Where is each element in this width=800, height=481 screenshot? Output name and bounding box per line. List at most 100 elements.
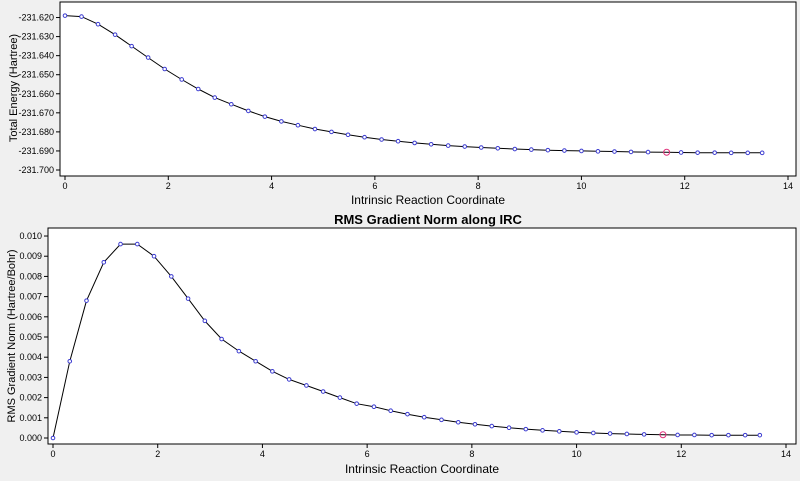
energy-x-tick-label: 8 xyxy=(476,181,481,191)
gradient-data-point xyxy=(202,318,208,324)
energy-data-point xyxy=(428,141,434,147)
energy-data-point xyxy=(478,145,484,150)
energy-data-point xyxy=(179,77,185,82)
gradient-y-tick-label: 0.008 xyxy=(19,271,42,281)
gradient-x-axis-label: Intrinsic Reaction Coordinate xyxy=(345,462,499,476)
gradient-data-point xyxy=(84,298,89,303)
energy-x-axis-label: Intrinsic Reaction Coordinate xyxy=(351,193,505,207)
gradient-data-point xyxy=(506,425,512,430)
gradient-data-point xyxy=(421,414,427,420)
energy-data-point xyxy=(112,32,118,37)
energy-data-point xyxy=(362,134,367,140)
energy-data-point xyxy=(279,119,284,124)
energy-data-point xyxy=(329,129,334,135)
energy-plot-frame xyxy=(59,1,797,177)
energy-data-point xyxy=(745,150,751,156)
energy-data-point xyxy=(312,126,318,132)
energy-data-point xyxy=(678,150,684,155)
gradient-y-tick-label: 0.006 xyxy=(19,312,42,322)
gradient-y-tick-label: 0.007 xyxy=(19,292,42,302)
energy-data-point xyxy=(445,143,451,148)
energy-data-point xyxy=(759,150,765,156)
gradient-x-tick-label: 14 xyxy=(781,449,791,459)
gradient-data-point xyxy=(337,395,343,400)
gradient-data-point xyxy=(286,377,292,382)
energy-data-point xyxy=(495,145,501,151)
energy-data-point xyxy=(395,138,401,144)
energy-x-tick-label: 6 xyxy=(372,181,377,191)
gradient-y-tick-label: 0.001 xyxy=(19,413,42,423)
energy-x-tick-label: 2 xyxy=(166,181,171,191)
energy-highlight-point xyxy=(663,148,671,156)
gradient-data-point xyxy=(574,430,579,435)
gradient-x-tick-label: 2 xyxy=(155,449,160,459)
energy-data-point xyxy=(195,86,201,92)
gradient-data-point xyxy=(641,432,647,437)
gradient-data-point xyxy=(757,432,763,438)
energy-data-point xyxy=(228,101,234,107)
energy-y-tick-label: -231.620 xyxy=(18,13,54,23)
gradient-data-point xyxy=(692,432,697,438)
energy-data-point xyxy=(462,144,468,149)
gradient-data-point xyxy=(624,431,630,437)
energy-data-point xyxy=(212,95,218,100)
energy-data-point xyxy=(246,108,251,114)
gradient-x-tick-label: 12 xyxy=(676,449,686,459)
energy-y-tick-label: -231.650 xyxy=(18,70,54,80)
gradient-data-point xyxy=(134,241,140,247)
energy-chart: -231.620 -231.630 -231.640 -231.650 -231.660… xyxy=(8,1,797,207)
energy-data-point xyxy=(295,122,301,128)
energy-data-point xyxy=(695,150,700,155)
energy-series xyxy=(62,13,765,156)
energy-data-point xyxy=(545,147,551,153)
gradient-data-point xyxy=(523,426,529,432)
gradient-x-tick-label: 10 xyxy=(572,449,582,459)
gradient-data-point xyxy=(675,432,680,438)
energy-data-point xyxy=(262,114,268,119)
gradient-x-tick-label: 6 xyxy=(365,449,370,459)
gradient-data-point xyxy=(540,428,545,433)
energy-data-point xyxy=(379,137,384,142)
gradient-y-axis: 0.000 0.001 0.002 0.003 0.004 0.005 0.006 0.007… xyxy=(19,231,48,443)
energy-data-point xyxy=(579,148,584,154)
energy-data-point xyxy=(595,149,601,154)
gradient-data-point xyxy=(472,421,478,427)
gradient-data-point xyxy=(304,383,309,388)
energy-data-point xyxy=(529,147,534,152)
energy-data-point xyxy=(628,149,634,155)
gradient-data-point xyxy=(118,241,123,247)
energy-data-point xyxy=(62,13,68,18)
energy-data-point xyxy=(612,149,617,154)
energy-y-tick-label: -231.630 xyxy=(18,32,54,42)
gradient-data-point xyxy=(489,423,495,429)
energy-data-point xyxy=(79,14,84,19)
gradient-x-axis: 0 2 4 6 8 10 12 14 xyxy=(50,444,791,459)
energy-data-point xyxy=(145,55,151,60)
gradient-data-point xyxy=(371,404,377,409)
gradient-data-point xyxy=(270,369,275,374)
gradient-x-tick-label: 4 xyxy=(260,449,265,459)
gradient-data-point xyxy=(67,358,73,364)
gradient-chart: RMS Gradient Norm along IRC 0.0000.0010.… xyxy=(6,212,797,476)
gradient-series xyxy=(50,241,763,441)
gradient-y-tick-label: 0.005 xyxy=(19,332,42,342)
gradient-data-point xyxy=(185,296,191,301)
gradient-y-axis-label: RMS Gradient Norm (Hartree/Bohr) xyxy=(6,250,18,423)
energy-y-tick-label: -231.670 xyxy=(18,108,54,118)
energy-data-point xyxy=(95,21,101,27)
energy-data-point xyxy=(129,43,134,49)
gradient-data-point xyxy=(101,259,107,265)
gradient-y-tick-label: 0.010 xyxy=(19,231,42,241)
gradient-data-point xyxy=(591,430,596,436)
gradient-x-tick-label: 8 xyxy=(469,449,474,459)
gradient-data-point xyxy=(320,389,326,394)
energy-y-tick-label: -231.640 xyxy=(18,51,54,61)
energy-data-point xyxy=(728,150,734,156)
energy-x-axis: 0 2 4 6 8 10 12 14 xyxy=(62,176,793,191)
energy-y-tick-label: -231.700 xyxy=(18,165,54,175)
energy-data-point xyxy=(645,149,651,155)
energy-y-tick-label: -231.660 xyxy=(18,89,54,99)
gradient-plot-frame xyxy=(47,227,797,445)
energy-data-point xyxy=(162,66,167,72)
